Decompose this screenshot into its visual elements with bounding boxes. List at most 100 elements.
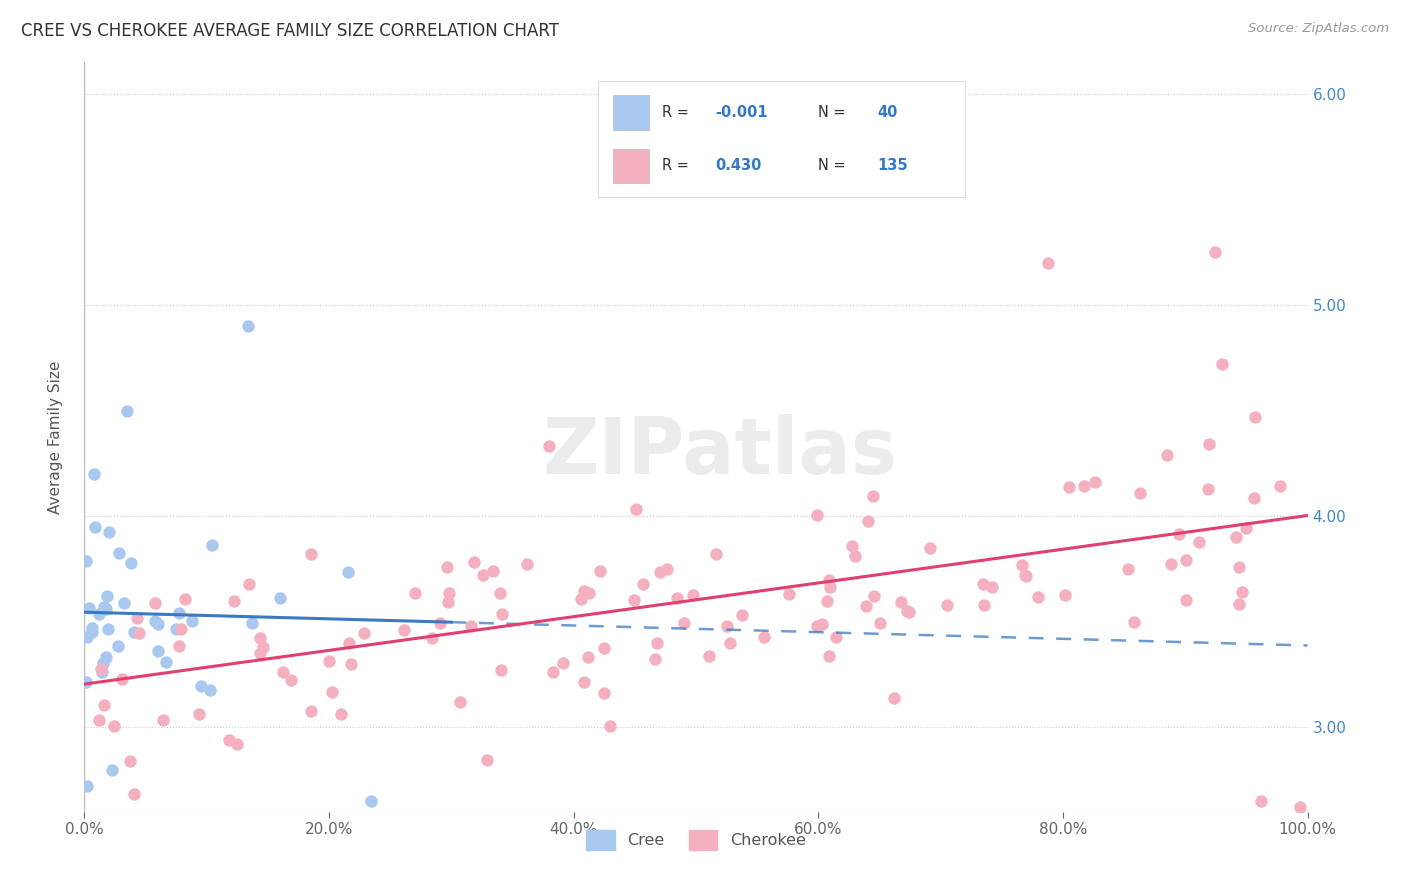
Point bbox=[716, 619, 738, 633]
Point bbox=[91, 665, 114, 679]
Point bbox=[1198, 437, 1220, 451]
Point bbox=[624, 502, 647, 516]
Point bbox=[336, 565, 359, 579]
Point bbox=[589, 564, 612, 578]
Point bbox=[699, 649, 721, 664]
Point bbox=[1168, 526, 1191, 541]
Point bbox=[482, 564, 505, 578]
Point bbox=[704, 547, 727, 561]
Point bbox=[146, 617, 169, 632]
Point bbox=[472, 568, 495, 582]
Point bbox=[972, 577, 994, 591]
Point bbox=[1250, 794, 1272, 808]
Point bbox=[236, 319, 259, 334]
Point bbox=[420, 631, 443, 645]
Point bbox=[226, 737, 249, 751]
Point bbox=[491, 663, 513, 677]
Point bbox=[218, 732, 240, 747]
Point bbox=[91, 656, 114, 670]
Point bbox=[360, 794, 382, 808]
Point bbox=[353, 625, 375, 640]
Point bbox=[811, 616, 834, 631]
Point bbox=[645, 636, 668, 650]
Point bbox=[83, 520, 105, 534]
Point bbox=[541, 665, 564, 679]
Point bbox=[1014, 568, 1036, 582]
Point bbox=[122, 624, 145, 639]
Point bbox=[1057, 480, 1080, 494]
Point bbox=[120, 754, 142, 768]
Point bbox=[180, 614, 202, 628]
Point bbox=[754, 631, 776, 645]
Point bbox=[644, 652, 666, 666]
Point bbox=[404, 586, 426, 600]
Point bbox=[1227, 597, 1250, 611]
Point bbox=[537, 439, 560, 453]
Point bbox=[112, 596, 135, 610]
Point bbox=[1011, 558, 1033, 572]
Point bbox=[437, 586, 460, 600]
Point bbox=[187, 706, 209, 721]
Point bbox=[551, 656, 574, 670]
Point bbox=[190, 679, 212, 693]
Point bbox=[623, 593, 645, 607]
Point bbox=[1243, 409, 1265, 424]
Point bbox=[980, 580, 1002, 594]
Point bbox=[896, 604, 918, 618]
Text: Source: ZipAtlas.com: Source: ZipAtlas.com bbox=[1249, 22, 1389, 36]
Point bbox=[96, 589, 118, 603]
Point bbox=[111, 672, 134, 686]
Point bbox=[672, 616, 695, 631]
Point bbox=[869, 616, 891, 631]
Point bbox=[115, 403, 138, 417]
Point bbox=[242, 615, 264, 630]
Point bbox=[155, 656, 177, 670]
Point bbox=[429, 615, 451, 630]
Point bbox=[856, 514, 879, 528]
Point bbox=[167, 607, 190, 621]
Point bbox=[93, 698, 115, 713]
Point bbox=[835, 146, 858, 161]
Point bbox=[778, 587, 800, 601]
Point bbox=[1156, 448, 1178, 462]
Point bbox=[1188, 535, 1211, 549]
Point bbox=[1015, 568, 1038, 582]
Point bbox=[330, 707, 353, 722]
Point bbox=[1243, 491, 1265, 506]
Point bbox=[75, 554, 97, 568]
Point bbox=[97, 525, 120, 540]
Point bbox=[1268, 479, 1291, 493]
Point bbox=[592, 685, 614, 699]
Point bbox=[890, 595, 912, 609]
Point bbox=[1174, 553, 1197, 567]
Point bbox=[238, 576, 260, 591]
Point bbox=[271, 665, 294, 679]
Point bbox=[90, 662, 112, 676]
Point bbox=[80, 621, 103, 635]
Point bbox=[89, 713, 111, 727]
Point bbox=[817, 573, 839, 587]
Point bbox=[75, 675, 97, 690]
Point bbox=[1227, 560, 1250, 574]
Point bbox=[806, 619, 828, 633]
Point bbox=[648, 565, 671, 579]
Point bbox=[1054, 588, 1077, 602]
Point bbox=[666, 591, 689, 605]
Point bbox=[569, 592, 592, 607]
Point bbox=[824, 630, 846, 644]
Point bbox=[841, 539, 863, 553]
Point bbox=[82, 625, 104, 640]
Point bbox=[1230, 585, 1253, 599]
Point bbox=[463, 555, 485, 569]
Point bbox=[475, 753, 498, 767]
Point bbox=[340, 657, 363, 671]
Point bbox=[1175, 593, 1198, 607]
Point bbox=[818, 649, 841, 664]
Point bbox=[1204, 245, 1226, 260]
Point bbox=[973, 598, 995, 612]
Point bbox=[1073, 479, 1095, 493]
Point bbox=[101, 763, 124, 777]
Point bbox=[1197, 482, 1219, 496]
Point bbox=[299, 704, 322, 718]
Point bbox=[855, 599, 877, 614]
